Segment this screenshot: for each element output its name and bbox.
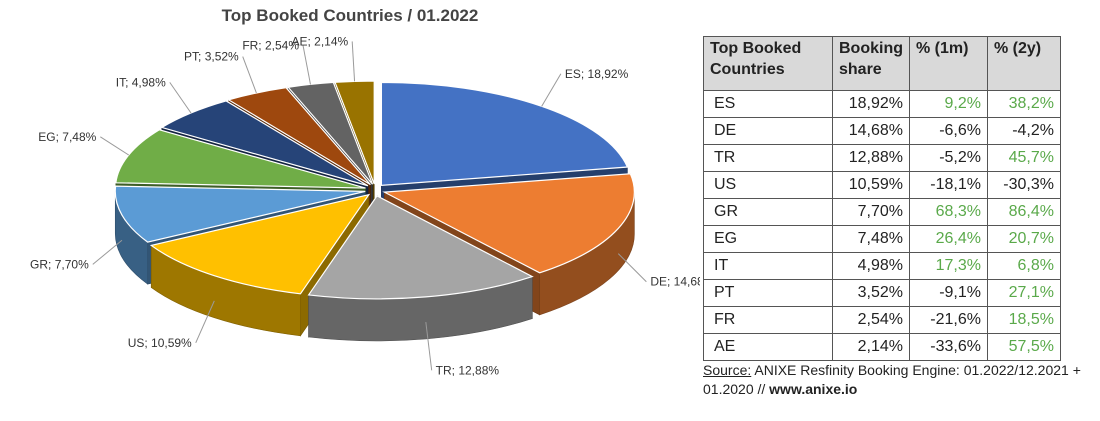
- change-2y: -4,2%: [987, 117, 1061, 145]
- source-note: Source: ANIXE Resfinity Booking Engine: …: [703, 361, 1098, 399]
- booking-share: 3,52%: [832, 279, 910, 307]
- country-code: AE: [703, 333, 833, 361]
- slice-label-eg: EG; 7,48%: [38, 130, 96, 144]
- change-1m: 17,3%: [909, 252, 988, 280]
- slice-label-de: DE; 14,68%: [650, 275, 700, 289]
- change-1m: 26,4%: [909, 225, 988, 253]
- table-row: PT 3,52% -9,1% 27,1%: [703, 279, 1061, 307]
- table-row: TR 12,88% -5,2% 45,7%: [703, 144, 1061, 172]
- change-1m: -21,6%: [909, 306, 988, 334]
- booking-share: 14,68%: [832, 117, 910, 145]
- table-row: FR 2,54% -21,6% 18,5%: [703, 306, 1061, 334]
- change-2y: 38,2%: [987, 90, 1061, 118]
- pie-slice-eg: [115, 129, 366, 189]
- change-2y: 45,7%: [987, 144, 1061, 172]
- change-1m: -18,1%: [909, 171, 988, 199]
- pie-slice-gr: [114, 185, 366, 243]
- header-share: Booking share: [832, 36, 910, 91]
- country-code: US: [703, 171, 833, 199]
- leader-line: [100, 136, 129, 156]
- slice-label-tr: TR; 12,88%: [436, 363, 500, 377]
- change-1m: -9,1%: [909, 279, 988, 307]
- slice-label-pt: PT; 3,52%: [184, 50, 239, 64]
- slice-label-ae: AE; 2,14%: [291, 34, 348, 48]
- country-code: ES: [703, 90, 833, 118]
- pie-slice-ae: [334, 80, 375, 185]
- slice-label-it: IT; 4,98%: [116, 75, 166, 89]
- booking-share: 7,48%: [832, 225, 910, 253]
- slice-label-gr: GR; 7,70%: [30, 257, 89, 271]
- change-2y: 6,8%: [987, 252, 1061, 280]
- leader-line: [169, 82, 192, 114]
- pie-slice-it: [160, 100, 369, 187]
- leader-line: [541, 73, 562, 107]
- change-2y: -30,3%: [987, 171, 1061, 199]
- pie-slice-es: [380, 81, 629, 187]
- change-2y: 20,7%: [987, 225, 1061, 253]
- booking-share: 7,70%: [832, 198, 910, 226]
- table-row: IT 4,98% 17,3% 6,8%: [703, 252, 1061, 280]
- booking-table: Top Booked Countries Booking share % (1m…: [703, 36, 1061, 361]
- source-text: ANIXE Resfinity Booking Engine: 01.2022/…: [703, 362, 1081, 397]
- change-2y: 27,1%: [987, 279, 1061, 307]
- table-row: US 10,59% -18,1% -30,3%: [703, 171, 1061, 199]
- booking-share: 2,14%: [832, 333, 910, 361]
- country-code: EG: [703, 225, 833, 253]
- table-row: GR 7,70% 68,3% 86,4%: [703, 198, 1061, 226]
- booking-share: 18,92%: [832, 90, 910, 118]
- leader-line: [92, 239, 123, 265]
- country-code: PT: [703, 279, 833, 307]
- change-2y: 18,5%: [987, 306, 1061, 334]
- change-2y: 57,5%: [987, 333, 1061, 361]
- slice-label-us: US; 10,59%: [128, 336, 192, 350]
- booking-share: 10,59%: [832, 171, 910, 199]
- slice-label-fr: FR; 2,54%: [242, 38, 299, 52]
- leader-line: [302, 45, 311, 85]
- pie-slice-us: [149, 193, 371, 295]
- country-code: DE: [703, 117, 833, 145]
- slice-label-es: ES; 18,92%: [565, 67, 629, 81]
- change-1m: -33,6%: [909, 333, 988, 361]
- country-code: TR: [703, 144, 833, 172]
- country-code: GR: [703, 198, 833, 226]
- pie-tops: [114, 80, 635, 300]
- change-1m: 68,3%: [909, 198, 988, 226]
- leader-line: [425, 322, 433, 371]
- header-country: Top Booked Countries: [703, 36, 833, 91]
- pie-labels: ES; 18,92% DE; 14,68% TR; 12,88% US; 10,59%…: [30, 34, 700, 377]
- country-code: IT: [703, 252, 833, 280]
- leader-line: [351, 41, 356, 82]
- header-2y: % (2y): [987, 36, 1061, 91]
- pie-slice-pt: [227, 87, 371, 186]
- booking-share: 12,88%: [832, 144, 910, 172]
- source-link[interactable]: www.anixe.io: [769, 381, 858, 397]
- country-code: FR: [703, 306, 833, 334]
- chart-title: Top Booked Countries / 01.2022: [221, 6, 479, 25]
- booking-share: 2,54%: [832, 306, 910, 334]
- table-row: AE 2,14% -33,6% 57,5%: [703, 333, 1061, 361]
- change-1m: -5,2%: [909, 144, 988, 172]
- leader-line: [242, 56, 257, 94]
- table-row: ES 18,92% 9,2% 38,2%: [703, 90, 1061, 118]
- header-1m: % (1m): [909, 36, 988, 91]
- table-row: DE 14,68% -6,6% -4,2%: [703, 117, 1061, 145]
- pie-chart: ES; 18,92% DE; 14,68% TR; 12,88% US; 10,59%…: [30, 34, 700, 377]
- table-header-row: Top Booked Countries Booking share % (1m…: [703, 36, 1061, 91]
- pie-slice-tr: [307, 195, 534, 300]
- change-1m: 9,2%: [909, 90, 988, 118]
- booking-share: 4,98%: [832, 252, 910, 280]
- change-2y: 86,4%: [987, 198, 1061, 226]
- pie-slice-de: [382, 173, 635, 274]
- leader-line: [617, 253, 647, 283]
- source-label: Source:: [703, 362, 752, 378]
- leader-line: [195, 300, 215, 344]
- table-row: EG 7,48% 26,4% 20,7%: [703, 225, 1061, 253]
- change-1m: -6,6%: [909, 117, 988, 145]
